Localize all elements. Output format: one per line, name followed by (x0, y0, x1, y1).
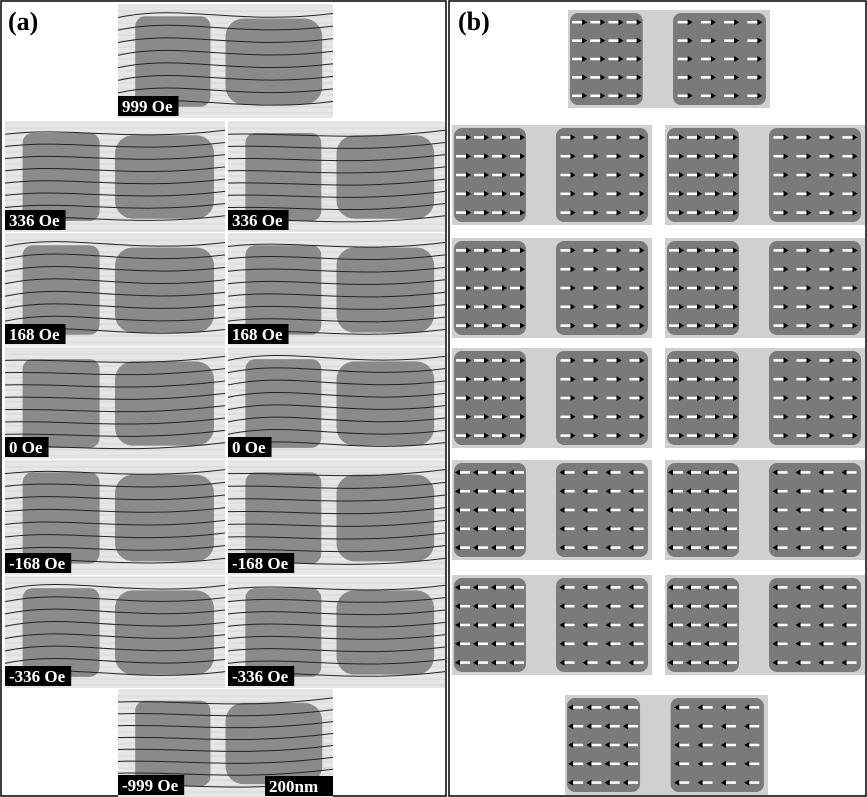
field-label: 336 Oe (228, 210, 289, 230)
sim-frame (565, 695, 768, 795)
sim-frame (452, 575, 652, 675)
mfm-frame: 999 Oe (118, 5, 333, 118)
field-text: 0 Oe (9, 438, 43, 457)
field-text: -999 Oe (122, 776, 179, 795)
field-label: 0 Oe (228, 437, 272, 457)
field-text: -336 Oe (9, 667, 66, 686)
mfm-frame: 336 Oe (228, 122, 445, 232)
field-text: 168 Oe (9, 325, 60, 344)
mfm-frame: 168 Oe (5, 234, 225, 346)
field-text: -336 Oe (232, 667, 289, 686)
field-label: 168 Oe (228, 324, 289, 344)
mfm-frame: 336 Oe (5, 122, 225, 232)
scale-bar: 200nm (269, 777, 318, 796)
element (135, 16, 210, 106)
sim-frame (452, 460, 652, 560)
field-label: 168 Oe (5, 324, 66, 344)
mfm-frame: -168 Oe (5, 461, 225, 575)
element (245, 588, 321, 677)
field-label: -336 Oe (228, 666, 294, 686)
figure: 999 Oe 336 Oe 336 Oe 168 Oe 168 Oe 0 Oe 0 Oe -1… (0, 0, 867, 797)
sim-frame (568, 10, 770, 108)
field-label: -168 Oe (5, 553, 71, 573)
mfm-frame: -168 Oe (228, 461, 445, 575)
field-label: -336 Oe (5, 666, 71, 686)
panel-label: (a) (8, 7, 38, 36)
field-text: 336 Oe (9, 211, 60, 230)
element (23, 245, 100, 335)
field-text: -168 Oe (9, 554, 66, 573)
sim-frame (452, 238, 652, 338)
panel-a: 999 Oe 336 Oe 336 Oe 168 Oe 168 Oe 0 Oe 0 Oe -1… (5, 5, 445, 797)
field-label: -168 Oe (228, 553, 294, 573)
sim-frame (665, 575, 865, 675)
sim-frame (665, 125, 865, 225)
field-label: -999 Oe (118, 775, 184, 795)
mfm-frame: 0 Oe (5, 348, 225, 459)
mfm-frame: -336 Oe (228, 577, 445, 688)
sim-frame (452, 348, 652, 448)
element (245, 245, 321, 335)
element (23, 472, 100, 563)
field-text: 336 Oe (232, 211, 283, 230)
field-text: 168 Oe (232, 325, 283, 344)
panel-label: (b) (458, 7, 490, 36)
mfm-frame: 0 Oe (228, 348, 445, 459)
mfm-frame: -336 Oe (5, 577, 225, 688)
sim-frame (452, 125, 652, 225)
element (23, 133, 100, 221)
element (245, 359, 321, 448)
field-label: 336 Oe (5, 210, 66, 230)
sim-frame (665, 348, 865, 448)
field-text: -168 Oe (232, 554, 289, 573)
mfm-frame: 168 Oe (228, 234, 445, 346)
element (23, 588, 100, 677)
field-text: 0 Oe (232, 438, 266, 457)
sim-frame (665, 238, 865, 338)
field-label: 0 Oe (5, 437, 49, 457)
field-label: 999 Oe (118, 96, 179, 116)
sim-frame (665, 460, 865, 560)
field-text: 999 Oe (122, 97, 173, 116)
